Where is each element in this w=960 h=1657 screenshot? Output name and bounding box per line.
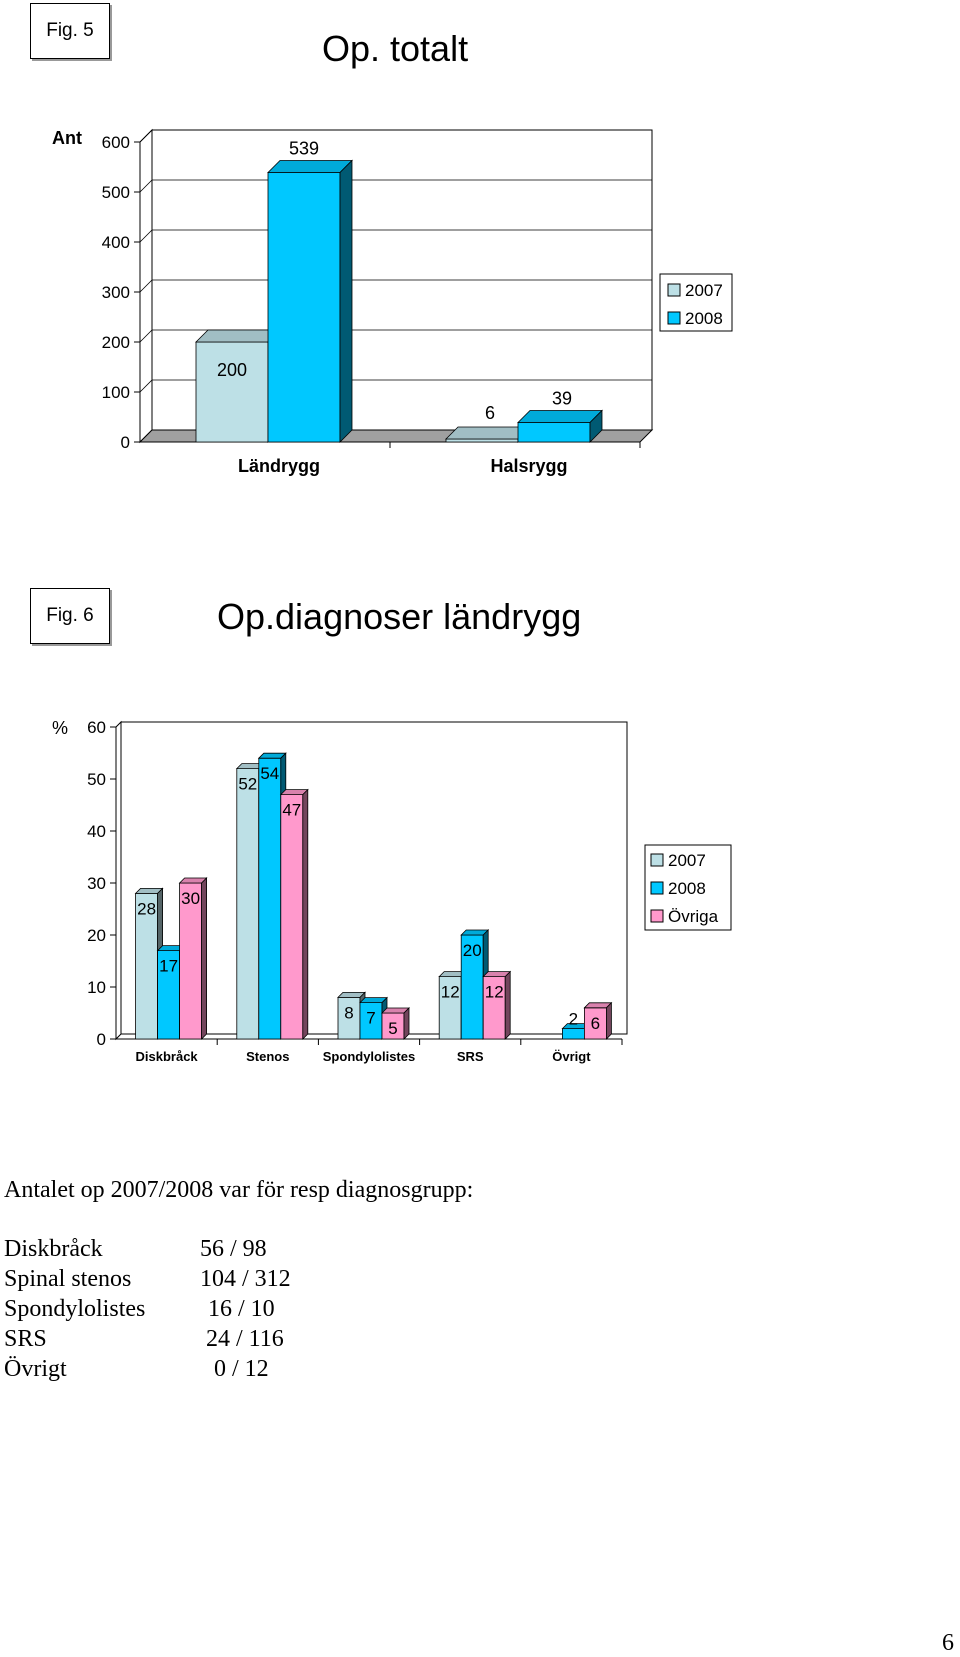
bar	[583, 1001, 613, 1040]
y-tick-label: 20	[87, 926, 106, 945]
bar	[517, 409, 603, 443]
bar	[482, 970, 512, 1040]
x-tick-label: SRS	[457, 1049, 484, 1064]
y-tick-label: 400	[102, 233, 130, 252]
data-label: 30	[181, 889, 200, 908]
y-tick-label: 0	[121, 433, 130, 452]
bar	[445, 426, 531, 443]
y-tick-label: 600	[102, 133, 130, 152]
data-label: 47	[282, 801, 301, 820]
legend-label: 2007	[685, 281, 723, 300]
data-label: 54	[260, 764, 279, 783]
chart-op-totalt: 0 100 200 300 400 500 600 Ant 200 539 Ländrygg 6 39 H…	[52, 128, 733, 476]
legend-swatch	[650, 853, 664, 867]
data-label: 12	[485, 983, 504, 1002]
y-tick-label: 200	[102, 333, 130, 352]
chart-title: Op.diagnoser ländrygg	[217, 596, 582, 637]
stat-label: SRS	[4, 1326, 47, 1352]
stat-value: 24 / 116	[206, 1326, 284, 1352]
x-tick-label: Spondylolistes	[323, 1049, 415, 1064]
legend-swatch	[650, 909, 664, 923]
stat-label: Spondylolistes	[4, 1296, 146, 1322]
page-number: 6	[942, 1630, 954, 1656]
y-tick-label: 40	[87, 822, 106, 841]
legend-label: 2008	[685, 309, 723, 328]
bar	[267, 159, 353, 443]
data-label: 6	[591, 1014, 600, 1033]
figure-label-text: Fig. 6	[46, 605, 94, 626]
x-tick-label: Stenos	[246, 1049, 289, 1064]
figure-label: Fig. 6	[30, 588, 110, 644]
y-tick-label: 30	[87, 874, 106, 893]
y-axis-label: Ant	[52, 128, 82, 148]
stat-value: 0 / 12	[214, 1356, 269, 1382]
data-label: 2	[569, 1010, 578, 1029]
y-tick-label: 60	[87, 718, 106, 737]
data-label: 7	[366, 1009, 375, 1028]
stat-value: 56 / 98	[200, 1236, 267, 1262]
data-label: 6	[485, 403, 495, 423]
gridline	[139, 329, 652, 343]
data-label: 39	[552, 389, 572, 409]
bar	[381, 1007, 410, 1040]
legend-label: Övriga	[668, 907, 719, 926]
y-tick-label: 10	[87, 978, 106, 997]
legend-swatch	[667, 283, 681, 297]
gridline	[139, 229, 652, 243]
figure-label: Fig. 5	[30, 3, 110, 59]
y-axis-label: %	[52, 718, 68, 738]
x-tick-label: Ländrygg	[238, 456, 320, 476]
y-tick-label: 50	[87, 770, 106, 789]
x-tick-label: Diskbråck	[136, 1049, 199, 1064]
legend-swatch	[650, 881, 664, 895]
bar	[195, 329, 281, 443]
plot-side-wall	[115, 720, 122, 1041]
stat-label: Diskbråck	[4, 1236, 103, 1262]
data-label: 5	[388, 1019, 397, 1038]
stat-value: 16 / 10	[208, 1296, 275, 1322]
stat-value: 104 / 312	[200, 1266, 291, 1292]
gridline	[139, 379, 652, 393]
y-tick-label: 100	[102, 383, 130, 402]
legend-label: 2008	[668, 879, 706, 898]
gridline	[139, 129, 652, 143]
data-label: 17	[159, 957, 178, 976]
data-label: 539	[289, 139, 319, 159]
gridline	[139, 279, 652, 293]
data-label: 52	[238, 775, 257, 794]
y-tick-label: 300	[102, 283, 130, 302]
intro-text: Antalet op 2007/2008 var för resp diagno…	[4, 1177, 474, 1203]
data-label: 200	[217, 360, 247, 380]
stat-label: Spinal stenos	[4, 1266, 132, 1292]
y-tick-label: 500	[102, 183, 130, 202]
x-tick-label: Halsrygg	[490, 456, 567, 476]
bar	[178, 877, 208, 1040]
gridline	[139, 179, 652, 193]
data-label: 20	[463, 941, 482, 960]
chart-title: Op. totalt	[322, 28, 469, 69]
data-label: 12	[441, 983, 460, 1002]
x-tick-label: Övrigt	[552, 1049, 591, 1064]
figure-label-text: Fig. 5	[46, 20, 94, 41]
legend-swatch	[667, 311, 681, 325]
stat-label: Övrigt	[4, 1356, 67, 1382]
chart-op-diagnoser: 0102030405060%281730Diskbråck525447Steno…	[52, 718, 732, 1064]
data-label: 28	[137, 899, 156, 918]
legend-label: 2007	[668, 851, 706, 870]
y-tick-label: 0	[97, 1030, 106, 1049]
data-label: 8	[344, 1003, 353, 1022]
bar	[279, 788, 309, 1040]
